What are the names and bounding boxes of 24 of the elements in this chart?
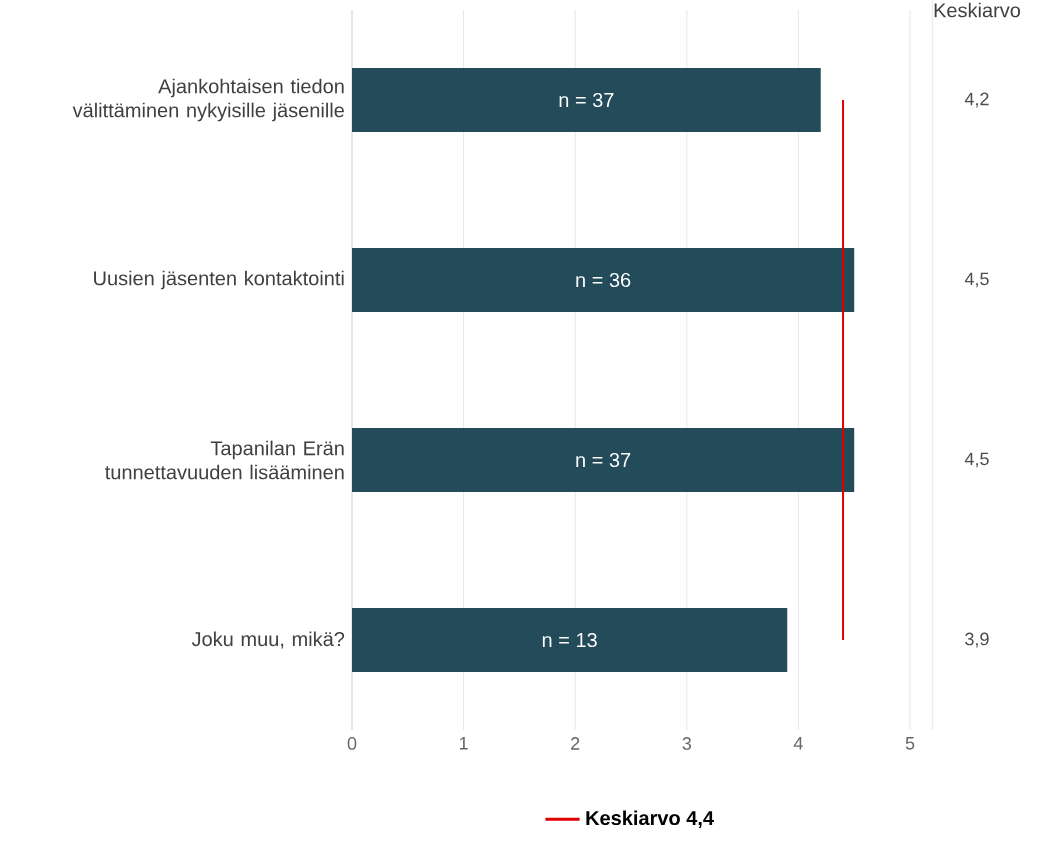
data-label: 3,9	[965, 632, 989, 648]
bar	[352, 428, 855, 492]
annotation: n = 36	[576, 272, 631, 288]
data-label: 4,5	[964, 272, 989, 288]
data-label: 4,2	[964, 92, 989, 108]
y-tick-label: Uusien jäsenten kontaktointi	[94, 270, 344, 290]
y-tick-label: Joku muu, mikä?	[191, 631, 345, 649]
annotation: n = 13	[542, 632, 597, 648]
x-tick-label: 4	[793, 737, 803, 750]
annotation: n = 37	[576, 452, 631, 468]
x-tick-label: 5	[905, 737, 915, 750]
bar	[352, 608, 788, 672]
bar	[352, 68, 821, 132]
y-tick-label: Ajankohtaisen tiedon välittäminen nykyisille jäsenille	[72, 78, 344, 122]
data-label: 4,5	[964, 452, 989, 468]
x-tick-label: 3	[682, 737, 692, 750]
legend-label: Keskiarvo 4,4	[586, 810, 714, 829]
x-tick-label: 1	[459, 737, 468, 750]
x-tick-label: 2	[571, 737, 580, 750]
bar	[352, 248, 855, 312]
x-tick-label: 0	[347, 737, 357, 750]
y-tick-label: Tapanilan Erän tunnettavuuden lisääminen	[105, 440, 344, 480]
annotation: n = 37	[559, 92, 614, 108]
text: Keskiarvo	[934, 2, 1021, 18]
